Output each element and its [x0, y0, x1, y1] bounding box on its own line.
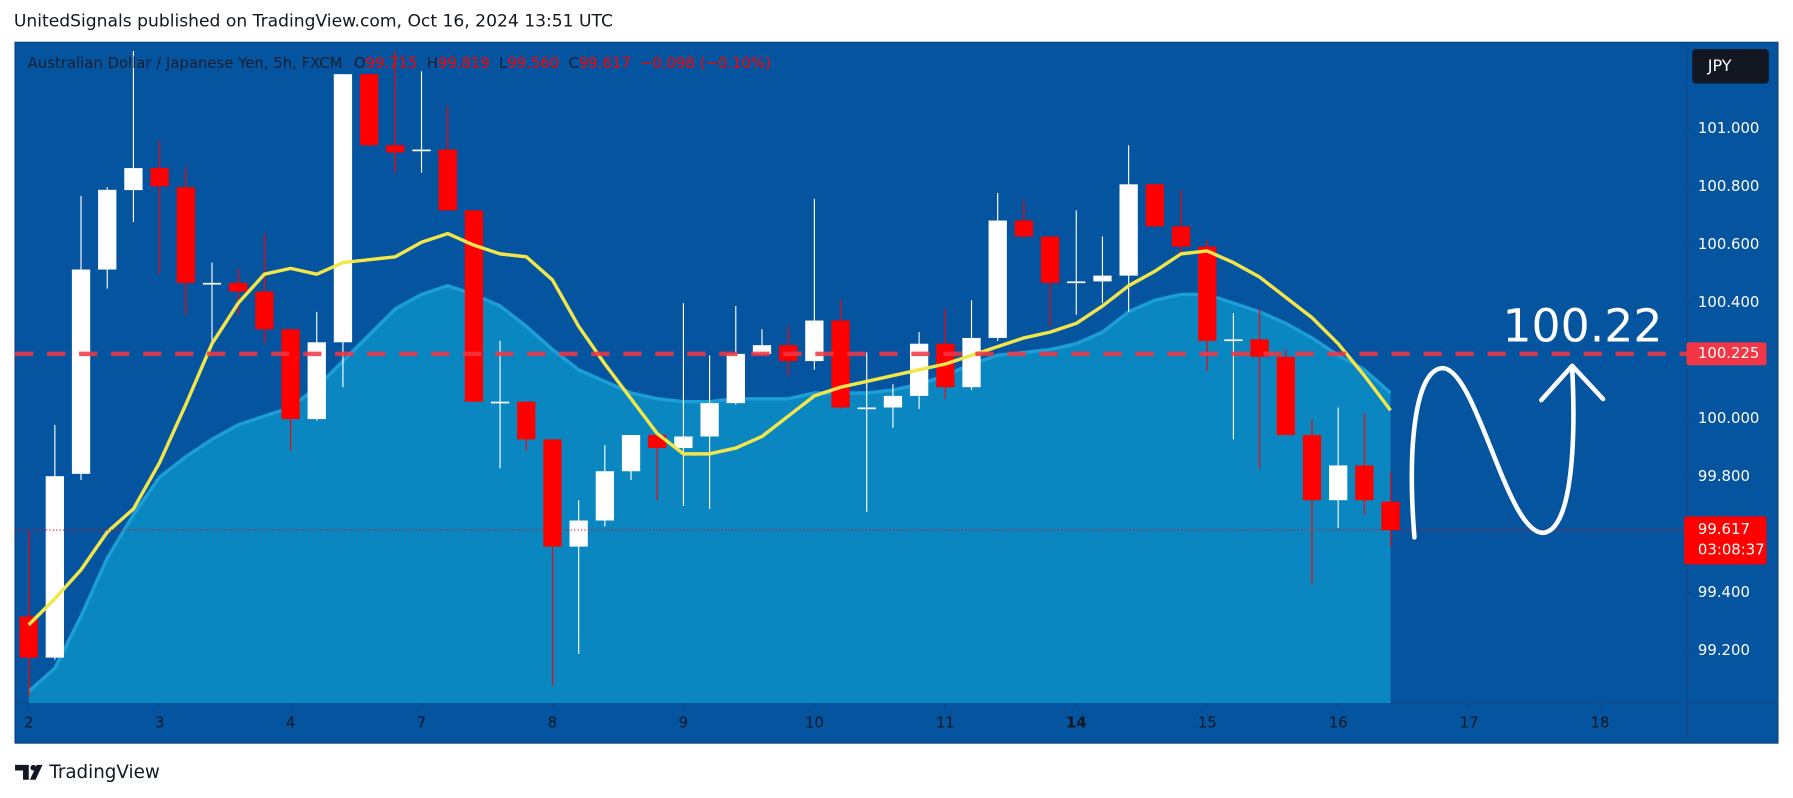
plot: 99.200 99.400 99.800 100.000 100.400 100.600 1…	[15, 50, 1767, 732]
candle-body	[150, 168, 169, 187]
legend-key: C	[568, 54, 578, 72]
candle-body	[1198, 246, 1217, 341]
drawn-arrowhead	[1539, 363, 1606, 403]
last-price-label: 99.617	[1698, 520, 1750, 538]
candle-body	[359, 74, 379, 146]
x-tick-label: 2	[24, 714, 33, 732]
candle-body	[857, 407, 876, 410]
candle-body	[1276, 356, 1295, 436]
y-tick-label: 99.800	[1698, 467, 1750, 485]
candle-body	[752, 345, 772, 354]
candle-body	[202, 282, 222, 285]
candle-body	[124, 168, 143, 191]
currency-label[interactable]: JPY	[1707, 56, 1732, 75]
candle-body	[1224, 339, 1243, 342]
candle-body	[988, 220, 1007, 338]
legend-value: 99.617	[579, 54, 631, 72]
candle-body	[1093, 275, 1112, 282]
candle-body	[1014, 220, 1034, 237]
annotation: 100.22	[1502, 300, 1662, 353]
candle-body	[464, 210, 484, 402]
legend-change: −0.098 (−0.10%)	[640, 54, 771, 72]
candle-body	[962, 337, 981, 388]
candle-body	[1145, 184, 1164, 227]
x-tick-label: 4	[286, 714, 295, 732]
candle-body	[71, 269, 91, 474]
candle-body	[621, 435, 641, 472]
candle-body	[176, 187, 195, 283]
candle-body	[19, 616, 38, 658]
legend-key: L	[499, 54, 508, 72]
candle-body	[700, 403, 719, 437]
x-tick-label: 3	[155, 714, 164, 732]
candle-body	[98, 189, 117, 270]
candle-body	[805, 320, 824, 362]
candle-body	[333, 74, 353, 343]
y-tick-label: 100.600	[1698, 235, 1759, 253]
candle-body	[726, 353, 745, 404]
candle-body	[883, 395, 903, 408]
tv-logo	[15, 764, 43, 780]
x-tick-label: 16	[1329, 714, 1348, 732]
drawn-wave	[1409, 365, 1576, 540]
x-tick-label: 17	[1460, 714, 1479, 732]
candle-body	[1040, 236, 1060, 283]
x-tick-label: 18	[1591, 714, 1610, 732]
footer-brand: TradingView	[48, 762, 160, 783]
candle-body	[1119, 184, 1138, 276]
candle-body	[45, 476, 64, 658]
candle-body	[569, 520, 588, 547]
candle-body	[281, 329, 300, 420]
x-tick-label: 15	[1198, 714, 1217, 732]
candle-body	[1067, 281, 1086, 284]
ema-line	[27, 231, 1392, 627]
legend-value: 99.560	[507, 54, 559, 72]
legend-value: 99.819	[438, 54, 490, 72]
candle-body	[1329, 465, 1348, 501]
candle-body	[438, 149, 457, 211]
currency-button[interactable]	[1692, 49, 1769, 84]
y-tick-label: 101.000	[1698, 119, 1759, 137]
candle-body	[674, 436, 693, 449]
x-tick-label: 9	[679, 714, 688, 732]
legend-key: O	[354, 54, 366, 72]
candle-body	[1381, 501, 1400, 531]
countdown-label: 03:08:37	[1698, 541, 1765, 559]
x-tick-label: 14	[1066, 714, 1087, 732]
x-tick-label: 11	[936, 714, 955, 732]
candle-body	[1302, 435, 1322, 501]
legend-key: H	[427, 54, 438, 72]
publisher-line: UnitedSignals published on TradingView.c…	[14, 12, 613, 32]
candle-body	[386, 145, 405, 153]
candle-body	[412, 149, 431, 152]
candle-body	[1171, 226, 1191, 247]
candle-body	[307, 342, 326, 420]
legend-ohlc: O99.715 H99.819 L99.560 C99.617 −0.098 (−0.1…	[354, 54, 771, 72]
candle-body	[255, 291, 274, 330]
x-tick-label: 7	[417, 714, 426, 732]
last-price-box	[1684, 516, 1767, 565]
legend-value: 99.715	[366, 54, 418, 72]
candle-body	[1355, 465, 1374, 501]
candle-body	[831, 320, 850, 408]
y-tick-label: 99.400	[1698, 583, 1750, 601]
y-tick-label: 100.400	[1698, 293, 1759, 311]
candle-body	[490, 401, 510, 404]
y-tick-label: 99.200	[1698, 641, 1750, 659]
target-label-box	[1686, 342, 1767, 366]
target-label: 100.225	[1698, 344, 1759, 362]
candle-body	[543, 439, 562, 547]
candle-body	[229, 282, 248, 292]
y-tick-label: 100.800	[1698, 177, 1759, 195]
y-tick-label: 100.000	[1698, 409, 1759, 427]
x-tick-label: 10	[805, 714, 824, 732]
candle-body	[517, 401, 536, 440]
logo-dot	[30, 764, 37, 771]
legend-symbol: Australian Dollar / Japanese Yen, 5h, FX…	[28, 54, 343, 72]
legend: Australian Dollar / Japanese Yen, 5h, FX…	[28, 54, 771, 72]
candle-body	[595, 471, 614, 521]
x-tick-label: 8	[548, 714, 557, 732]
